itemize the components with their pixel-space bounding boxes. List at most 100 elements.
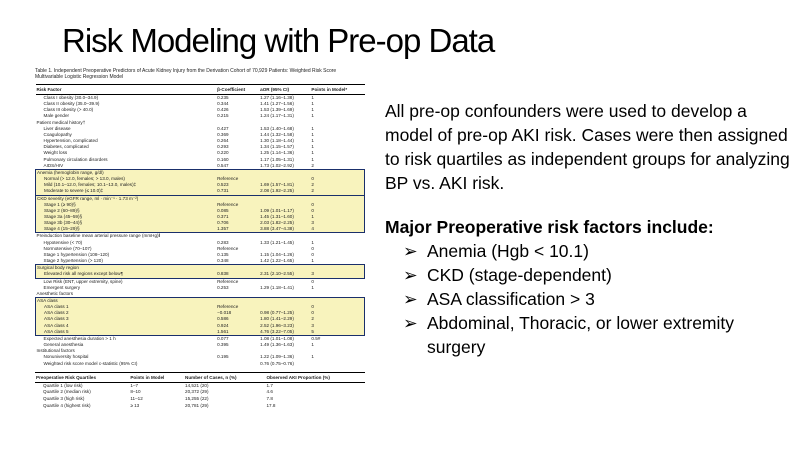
table-cell: Quartile 3 (high risk) xyxy=(43,395,85,401)
table-row: ASA class 2 −0.018 0.98 (0.77–1.25) 0 xyxy=(35,310,366,317)
table-cell: Elevated risk all regions except below¶ xyxy=(35,271,217,279)
table-row: Diabetes, complicated 0.293 1.34 (1.15–1.5… xyxy=(36,144,365,150)
table-cell: 0.523 xyxy=(216,182,260,189)
table-cell: ASA class xyxy=(35,297,217,305)
table-cell: 1 xyxy=(311,150,314,156)
header-cell: Risk Factor xyxy=(35,84,217,95)
table-cell: 2 xyxy=(311,162,314,168)
table-cell: 0 xyxy=(311,251,314,257)
table-row: Liver disease 0.427 1.53 (1.40–1.68) 1 xyxy=(36,126,365,132)
table-row: General anesthesia 0.395 1.49 (1.36–1.63) 1 xyxy=(36,342,365,348)
table-cell: Liver disease xyxy=(43,125,71,131)
header-cell: Preoperative Risk Quartiles xyxy=(35,371,130,383)
table-cell: ASA class 3 xyxy=(35,316,217,323)
table-cell: 0.135 xyxy=(217,251,229,257)
text-box: All pre-op confounders were used to deve… xyxy=(385,99,795,359)
table-cell: 0 xyxy=(310,310,366,317)
table-row: Quartile 1 (low risk) 1–7 14,521 (20) 1.7 xyxy=(35,382,365,389)
table-cell: Stage 3b (30–44)§ xyxy=(35,220,217,227)
table-row: Quartile 4 (highest risk) ≥ 13 20,781 (29)… xyxy=(35,403,365,410)
table-cell: Coagulopathy xyxy=(43,131,72,137)
table-cell: 0.5# xyxy=(311,335,321,341)
table-cell: Stage 2 (60–89)§ xyxy=(35,207,217,214)
table-cell: 1.53 (1.39–1.69) xyxy=(260,107,294,113)
table-cell: Expected anesthesia duration > 1 h xyxy=(43,335,116,341)
bullet: Anemia (Hgb < 10.1) xyxy=(403,239,795,263)
table-row: Preinduction baseline mean arterial pres… xyxy=(36,233,365,240)
heading: Major Preoperative risk factors include: xyxy=(385,217,714,237)
table-cell xyxy=(259,194,311,202)
table-cell: Quartile 2 (median risk) xyxy=(43,389,91,395)
table-cell: 0.924 xyxy=(216,322,260,329)
table-cell: −0.018 xyxy=(216,310,260,317)
table-cell: Male gender xyxy=(43,113,70,119)
table-cell xyxy=(310,361,364,367)
table-cell: 4 xyxy=(310,226,366,234)
table-cell: 1 xyxy=(311,354,314,360)
bullet: Abdominal, Thoracic, or lower extremity … xyxy=(403,311,795,359)
table-cell: 1.357 xyxy=(216,226,260,234)
table-row: Stage 2 (60–89)§ 0.085 1.09 (1.01–1.17) 0 xyxy=(35,207,366,214)
table-cell: 0.077 xyxy=(217,335,229,341)
table-cell: 1 xyxy=(311,156,314,162)
table-cell: 2.52 (1.96–3.23) xyxy=(259,322,311,329)
table-cell: 1.15 (1.04–1.26) xyxy=(260,251,294,257)
table-cell: 3 xyxy=(310,271,366,279)
table-cell: CKD severity (eGFR range, ml · min⁻¹ · 1… xyxy=(35,194,217,202)
table-cell: Reference xyxy=(216,176,260,183)
table-cell: 0.838 xyxy=(216,271,260,279)
table-cell: ASA class 5 xyxy=(35,328,217,336)
table-cell: 0.395 xyxy=(217,342,229,348)
table-cell xyxy=(216,361,259,367)
table-cell: 0.293 xyxy=(217,144,229,150)
table-cell: Emergent surgery xyxy=(43,284,81,290)
table-cell: 2.31 (2.10–2.55) xyxy=(259,271,311,279)
table-cell: 1 xyxy=(311,144,314,150)
table-cell: Weighted risk score model c-statistic (9… xyxy=(43,360,138,366)
table-cell: Reference xyxy=(216,201,260,208)
table-row: Stage 4 (15–29)§ 1.357 3.88 (3.47–4.38) 4 xyxy=(35,226,366,234)
table-cell: Low Risk (ENT, upper extremity, spine) xyxy=(43,278,123,284)
table-row: Expected anesthesia duration > 1 h 0.077 1… xyxy=(36,335,365,342)
table-cell: 1.34 (1.15–1.57) xyxy=(260,144,294,150)
table-cell: General anesthesia xyxy=(43,342,84,348)
table-cell: 20,372 (29) xyxy=(185,389,209,395)
table-cell: 1.09 (1.01–1.17) xyxy=(259,207,311,214)
table-row: CKD severity (eGFR range, ml · min⁻¹ · 1… xyxy=(35,194,366,202)
slide-title: Risk Modeling with Pre-op Data xyxy=(62,22,495,59)
table-cell: 17.8 xyxy=(266,402,276,408)
table-cell: 1 xyxy=(310,213,366,221)
bullet-list: Anemia (Hgb < 10.1)CKD (stage-dependent)… xyxy=(385,239,795,359)
table-row: Normal (> 12.0, females; > 13.0, males) R… xyxy=(35,176,366,183)
table-cell: 1–7 xyxy=(130,382,138,388)
table-row: ASA class 4 0.924 2.52 (1.96–3.23) 3 xyxy=(35,322,366,329)
table-cell: ASA class 2 xyxy=(35,310,217,317)
table-cell xyxy=(259,304,311,311)
table-cell: Quartile 4 (highest risk) xyxy=(43,402,91,408)
table-cell: 1 xyxy=(311,125,314,131)
table-row: Surgical body region xyxy=(35,264,366,272)
table-cell: 3 xyxy=(310,322,366,329)
table-cell: 1.41 (1.27–1.56) xyxy=(260,101,294,107)
paragraph: All pre-op confounders were used to deve… xyxy=(385,101,790,193)
table-cell: Stage 2 hypertension (> 120) xyxy=(43,258,103,264)
table-cell xyxy=(259,233,310,240)
table-cell: 1.49 (1.36–1.63) xyxy=(260,342,294,348)
table-cell: 0.344 xyxy=(217,101,229,107)
table-cell: 0 xyxy=(310,176,366,183)
table-cell: Hypertension, complicated xyxy=(43,138,98,144)
table-row: Nonuniversity hospital 0.195 1.22 (1.09–1.… xyxy=(36,354,365,360)
table-cell: Stage 3a (45–59)§ xyxy=(35,213,217,221)
table-image: Table 1. Independent Preoperative Predic… xyxy=(35,66,366,442)
table-cell xyxy=(216,264,260,272)
table-cell: 1.27 (1.16–1.38) xyxy=(260,95,294,100)
table-cell: 5 xyxy=(310,328,366,336)
table-row: Stage 3b (30–44)§ 0.706 2.03 (1.82–2.25) 3 xyxy=(35,220,366,227)
table-cell: 0.706 xyxy=(216,220,260,227)
table-cell: 0.731 xyxy=(216,188,260,196)
table-cell: 4.6 xyxy=(266,389,273,395)
table-cell: 1 xyxy=(311,138,314,144)
table-cell: 0 xyxy=(310,207,366,214)
table-cell: 0.085 xyxy=(216,207,260,214)
bullet: ASA classification > 3 xyxy=(403,287,795,311)
